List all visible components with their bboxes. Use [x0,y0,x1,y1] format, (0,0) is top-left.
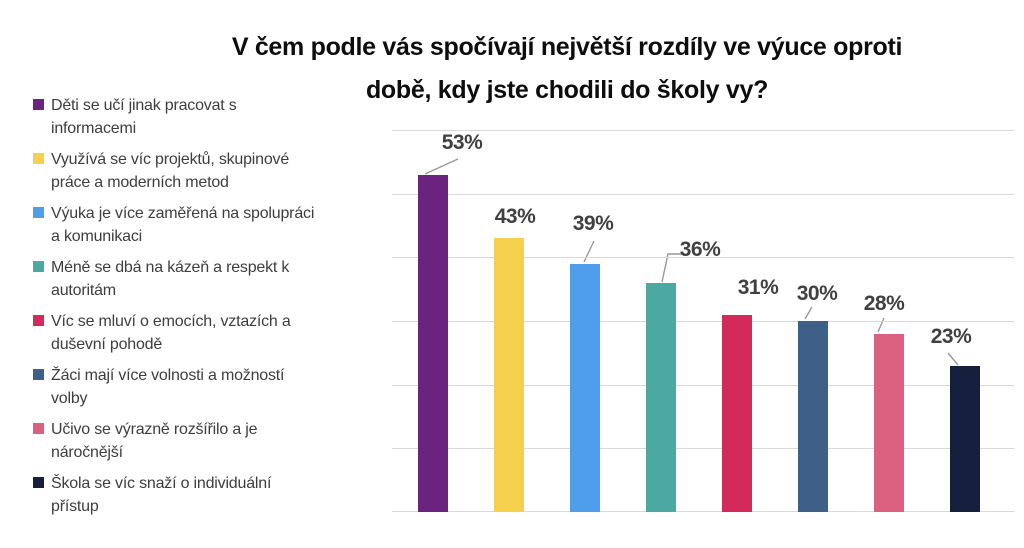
legend-swatch-icon [33,153,44,164]
leader-line [947,352,959,366]
legend-item-label: Využívá se víc projektů, skupinové práce … [51,151,290,191]
chart-title: V čem podle vás spočívají největší rozdí… [152,26,982,112]
legend-swatch-icon [33,99,44,110]
bar-value-label: 36% [679,238,721,261]
bar-value-label: 53% [441,131,483,154]
bar-7 [874,334,904,512]
legend-item-label: Výuka je více zaměřená na spolupráci a ko… [51,205,315,245]
bar-4 [646,283,676,512]
legend-swatch-icon [33,423,44,434]
legend-item-label: Děti se učí jinak pracovat s informacemi [51,97,237,137]
bar-2 [494,238,524,512]
legend-item-2: Využívá se víc projektů, skupinové práce … [33,148,363,194]
data-label-leader-lines [424,158,959,366]
legend-swatch-icon [33,261,44,272]
bar-5 [722,315,752,512]
chart-legend: Děti se učí jinak pracovat s informacemi V… [33,94,363,526]
gridline [392,130,1014,131]
bar-1 [418,175,448,512]
legend-item-4: Méně se dbá na kázeň a respekt k autoritá… [33,256,363,302]
legend-swatch-icon [33,207,44,218]
legend-item-8: Škola se víc snaží o individuální přístup [33,472,363,518]
bar-value-label: 23% [930,325,972,348]
bar-6 [798,321,828,512]
bar-value-label: 43% [494,205,536,228]
legend-item-1: Děti se učí jinak pracovat s informacemi [33,94,363,140]
legend-item-label: Méně se dbá na kázeň a respekt k autoritá… [51,259,290,299]
bar-value-label: 31% [737,276,779,299]
leader-line [661,253,682,283]
bar-8 [950,366,980,512]
legend-swatch-icon [33,369,44,380]
legend-swatch-icon [33,477,44,488]
leader-line [583,240,595,263]
legend-item-label: Žáci mají více volnosti a možností volby [51,367,285,407]
gridline [392,321,1014,322]
legend-item-3: Výuka je více zaměřená na spolupráci a ko… [33,202,363,248]
leader-line [804,306,813,320]
leader-line [424,158,459,175]
chart-title-line-1: V čem podle vás spočívají největší rozdí… [231,33,903,61]
bar-3 [570,264,600,512]
leader-line [877,317,885,333]
legend-swatch-icon [33,315,44,326]
plot-area: 53% 43% 39% 36% 31% 30% 28% 23% [392,130,1014,512]
bar-value-label: 30% [796,282,838,305]
gridline [392,385,1014,386]
bar-value-label: 28% [863,292,905,315]
legend-item-label: Učivo se výrazně rozšířilo a je náročnějš… [51,421,258,461]
gridline [392,511,1014,512]
legend-item-5: Víc se mluví o emocích, vztazích a duševn… [33,310,363,356]
legend-item-label: Víc se mluví o emocích, vztazích a duševn… [51,313,291,353]
gridline [392,257,1014,258]
legend-item-6: Žáci mají více volnosti a možností volby [33,364,363,410]
legend-item-7: Učivo se výrazně rozšířilo a je náročnějš… [33,418,363,464]
bar-value-label: 39% [572,212,614,235]
gridline [392,194,1014,195]
chart-title-line-2: době, kdy jste chodili do školy vy? [365,76,769,104]
legend-item-label: Škola se víc snaží o individuální přístup [51,475,272,515]
gridline [392,448,1014,449]
